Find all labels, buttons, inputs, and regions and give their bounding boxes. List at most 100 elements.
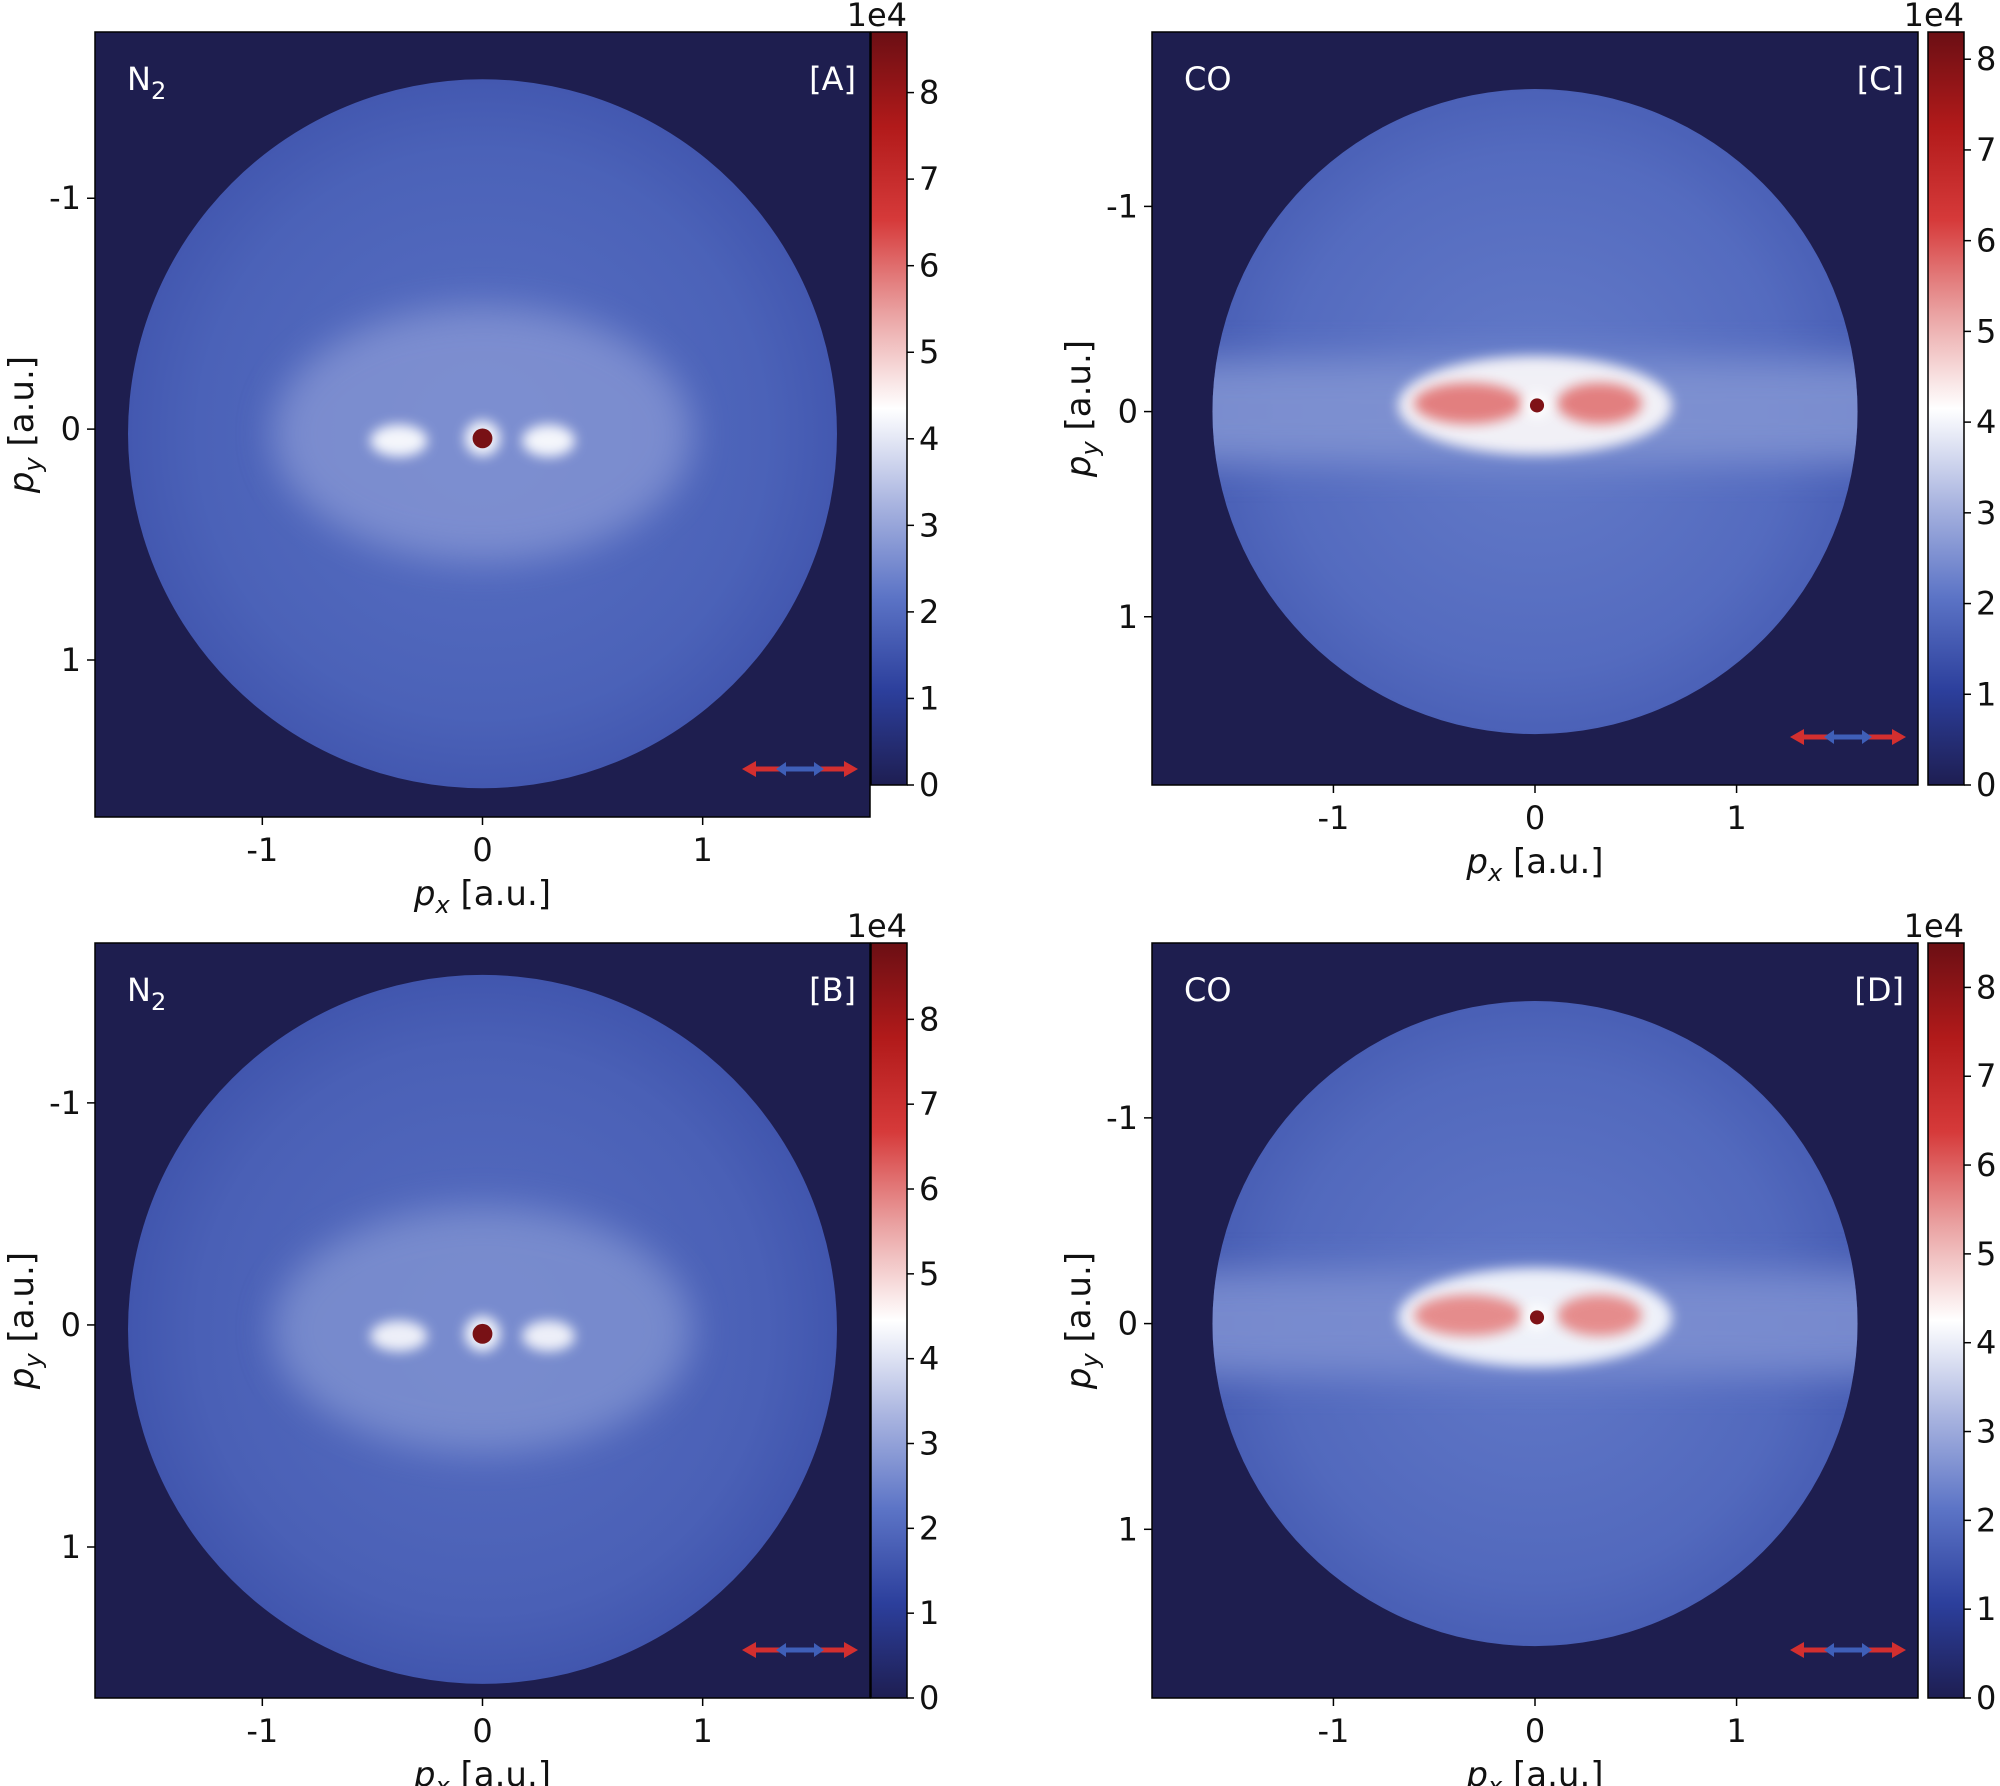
heatmap-image [1152,943,1918,1698]
molecule-label: CO [1184,60,1232,98]
y-tick-label: 1 [61,1528,81,1566]
x-tick-label: 1 [1726,1712,1746,1750]
x-tick-label: -1 [1317,1712,1349,1750]
colorbar-tick-label: 8 [919,1000,939,1038]
heatmap-image [95,943,870,1698]
y-tick-label: 1 [1118,598,1138,636]
colorbar-tick-label: 7 [1976,131,1996,169]
y-tick-label: -1 [49,179,81,217]
colorbar-tick-label: 4 [919,420,939,458]
colorbar-tick-label: 4 [919,1340,939,1378]
colorbar-tick-label: 7 [919,160,939,198]
y-tick-label: 1 [61,641,81,679]
panel-C: -1 0 1 -1 0 1 px [a.u.] py [a.u.] CO [C] 0 1 2 3 4 5 6 7 8… [1059,0,1996,887]
colorbar-tick-label: 3 [1976,494,1996,532]
colorbar: 0 1 2 3 4 5 6 7 8 1e4 [1904,0,1997,804]
heatmap-image [1152,32,1918,785]
colorbar: 0 1 2 3 4 5 6 7 8 1e4 [1904,907,1997,1717]
colorbar-tick-label: 0 [919,1679,939,1717]
colorbar-tick-label: 1 [1976,675,1996,713]
x-axis-label: px [a.u.] [1465,842,1603,887]
center-spot [1529,1310,1545,1325]
colorbar-tick-label: 5 [919,333,939,371]
y-tick-label: 0 [61,1306,81,1344]
side-blob-1 [370,424,428,457]
panel-B: -1 0 1 -1 0 1 px [a.u.] py [a.u.] N2 [B] 0 1 2 3 4 5 6 7 8… [2,907,939,1786]
y-tick-label: -1 [49,1084,81,1122]
x-tick-label: 0 [472,831,492,869]
colorbar-tick-label: 5 [1976,1235,1996,1273]
x-tick-label: -1 [246,1712,278,1750]
y-tick-label: 1 [1118,1510,1138,1548]
center-spot [472,1323,493,1344]
side-blob-1 [1414,382,1523,424]
side-blob-2 [1557,382,1642,424]
colorbar-multiplier: 1e4 [1904,907,1964,945]
colorbar-multiplier: 1e4 [1904,0,1964,34]
colorbar-tick-label: 3 [1976,1413,1996,1451]
colorbar-tick-label: 8 [919,74,939,112]
y-tick-label: -1 [1106,1099,1138,1137]
x-tick-label: 0 [1525,799,1545,837]
colorbar-tick-label: 0 [1976,766,1996,804]
x-tick-label: 1 [1726,799,1746,837]
colorbar-tick-label: 1 [1976,1590,1996,1628]
colorbar-tick-label: 2 [1976,585,1996,623]
x-axis-label: px [a.u.] [413,874,551,919]
colorbar-tick-label: 0 [1976,1679,1996,1717]
colorbar-multiplier: 1e4 [847,0,907,34]
colorbar-tick-label: 1 [919,1594,939,1632]
side-blob-2 [1557,1294,1642,1336]
colorbar-tick-label: 2 [919,1509,939,1547]
x-tick-label: 0 [472,1712,492,1750]
colorbar: 0 1 2 3 4 5 6 7 8 1e4 [847,907,940,1717]
colorbar-tick-label: 4 [1976,1324,1996,1362]
x-tick-label: -1 [1317,799,1349,837]
y-tick-label: 0 [61,410,81,448]
panel-tag: [A] [809,60,856,98]
colorbar-tick-label: 7 [919,1085,939,1123]
y-axis-label: py [a.u.] [1059,1252,1104,1390]
colorbar-tick-label: 2 [1976,1501,1996,1539]
molecule-label: CO [1184,971,1232,1009]
colorbar-tick-label: 6 [919,247,939,285]
colorbar-tick-label: 2 [919,593,939,631]
y-tick-label: 0 [1118,1305,1138,1343]
side-blob-2 [522,424,575,457]
y-axis-label: py [a.u.] [2,356,47,494]
colorbar-gradient [870,942,908,1699]
center-spot [1529,398,1545,413]
side-blob-1 [370,1320,428,1352]
x-tick-label: 1 [692,831,712,869]
panel-tag: [C] [1857,60,1904,98]
colorbar-tick-label: 6 [919,1170,939,1208]
panel-A: -1 0 1 -1 0 1 px [a.u.] py [a.u.] N2 [A] 0 1 2 3 4 5 6 7 8… [2,0,939,919]
colorbar-tick-label: 0 [919,766,939,804]
colorbar-multiplier: 1e4 [847,907,907,945]
colorbar-tick-label: 5 [919,1255,939,1293]
x-tick-label: -1 [246,831,278,869]
polarization-arrow-icon [742,1642,858,1658]
polarization-arrow-icon [742,761,858,777]
panel-D: -1 0 1 -1 0 1 px [a.u.] py [a.u.] CO [D] 0 1 2 3 4 5 6 7 8… [1059,907,1996,1786]
side-blob-1 [1414,1294,1523,1336]
colorbar-tick-label: 6 [1976,1146,1996,1184]
heatmap-image [95,32,870,817]
x-axis-label: px [a.u.] [413,1755,551,1786]
colorbar-gradient [1927,31,1965,786]
colorbar-tick-label: 3 [919,1425,939,1463]
colorbar-tick-label: 8 [1976,40,1996,78]
y-tick-label: 0 [1118,393,1138,431]
polarization-arrow-icon [1790,729,1906,745]
colorbar-tick-label: 3 [919,506,939,544]
molecule-label: N2 [127,60,166,105]
colorbar-tick-label: 8 [1976,968,1996,1006]
colorbar-tick-label: 1 [919,679,939,717]
colorbar-tick-label: 6 [1976,222,1996,260]
y-tick-label: -1 [1106,187,1138,225]
x-tick-label: 0 [1525,1712,1545,1750]
colorbar-tick-label: 4 [1976,403,1996,441]
y-axis-label: py [a.u.] [1059,340,1104,478]
panel-tag: [B] [809,971,856,1009]
